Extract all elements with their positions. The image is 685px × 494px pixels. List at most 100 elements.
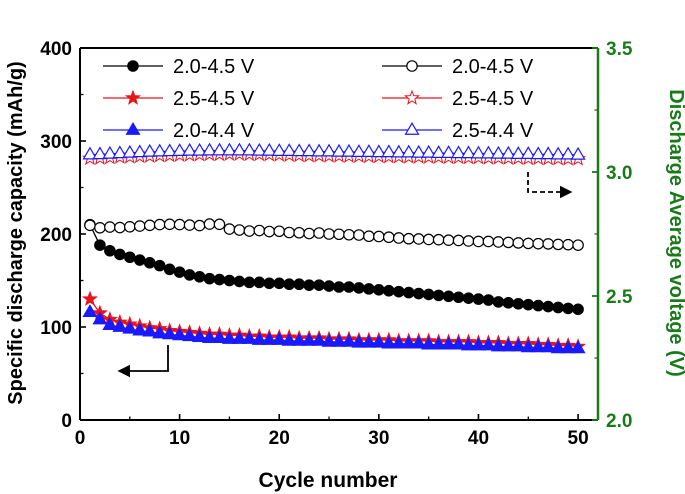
series-1-point xyxy=(303,279,315,291)
series-5-point xyxy=(381,335,397,349)
series-6-point xyxy=(421,144,437,158)
series-1-point xyxy=(502,297,515,309)
series-5-point xyxy=(321,333,337,347)
series-5-point xyxy=(82,304,98,317)
y-tick-label: 100 xyxy=(40,318,72,339)
x-tick-label: 40 xyxy=(468,428,489,449)
arrow-left-annotation xyxy=(117,345,169,378)
series-1-point xyxy=(512,297,525,310)
legend-label: 2.0-4.5 V xyxy=(452,56,534,78)
series-2-point xyxy=(193,219,206,232)
series-6-point xyxy=(82,146,98,160)
series-1-point xyxy=(263,277,276,290)
series-5-point xyxy=(411,335,427,349)
legend-marker xyxy=(406,60,418,72)
legend-entry-6: 2.5-4.4 V xyxy=(382,120,534,142)
x-tick-label: 10 xyxy=(169,428,190,449)
series-1-point xyxy=(223,274,236,287)
series-5-point xyxy=(480,337,496,351)
series-1-point xyxy=(552,301,564,314)
y-tick-label: 200 xyxy=(40,225,72,246)
series-1-point xyxy=(233,275,246,288)
x-tick-label: 0 xyxy=(75,428,86,449)
series-1-point xyxy=(323,280,335,292)
series-6-point xyxy=(460,145,477,159)
series-5-point xyxy=(401,335,417,349)
series-5-point xyxy=(122,320,138,334)
series-1-point xyxy=(402,286,415,299)
series-5-point xyxy=(510,338,526,352)
series-2-point xyxy=(223,223,236,235)
series-6-point xyxy=(500,145,516,159)
series-2-point xyxy=(392,232,405,244)
series-2-point xyxy=(133,220,146,232)
series-1-point xyxy=(163,263,176,276)
series-5-point xyxy=(431,336,447,350)
series-6-point xyxy=(311,143,327,157)
series-1-point xyxy=(472,293,485,305)
legend-label: 2.5-4.5 V xyxy=(173,88,255,110)
series-1-point xyxy=(253,276,266,289)
series-6-point xyxy=(221,142,237,156)
series-2-point xyxy=(542,238,554,250)
series-1-point xyxy=(313,279,325,291)
series-1-point xyxy=(522,298,535,311)
series-2-point xyxy=(163,218,176,231)
series-5-point xyxy=(132,322,148,336)
series-6-point xyxy=(152,143,168,157)
series-6-point xyxy=(281,143,297,156)
series-5-point xyxy=(550,340,566,354)
x-axis-label: Cycle number xyxy=(259,469,398,492)
series-1-point xyxy=(343,281,355,293)
series-2-point xyxy=(373,230,385,243)
series-1-point xyxy=(203,272,216,285)
series-2-point xyxy=(492,236,505,248)
series-1-point xyxy=(452,291,465,304)
series-6-point xyxy=(341,143,357,157)
series-5-point xyxy=(570,340,586,354)
series-1-point xyxy=(173,266,186,278)
series-2-point xyxy=(363,230,375,243)
series-5-point xyxy=(490,338,506,352)
series-5-point xyxy=(231,331,247,344)
series-1-point xyxy=(562,302,574,315)
x-tick-label: 30 xyxy=(368,428,389,449)
series-5-point xyxy=(241,331,257,344)
series-2-point xyxy=(452,234,465,247)
series-1 xyxy=(84,218,584,316)
series-6-point xyxy=(271,143,287,156)
y-tick-label: 300 xyxy=(40,132,72,153)
legend-marker xyxy=(124,89,142,105)
series-5-point xyxy=(371,334,387,348)
legend-entry-2: 2.0-4.5 V xyxy=(382,56,534,78)
series-1-point xyxy=(412,287,425,300)
series-2-point xyxy=(502,236,515,249)
series-1-point xyxy=(462,292,475,304)
series-1-point xyxy=(153,259,166,272)
series-1-point xyxy=(193,270,206,283)
series-5-point xyxy=(182,328,198,342)
series-5-point xyxy=(441,336,457,350)
series-5-point xyxy=(341,333,357,347)
series-6-point xyxy=(102,145,118,159)
series-1-point xyxy=(124,251,136,264)
series-6-point xyxy=(122,144,138,158)
series-2-point xyxy=(84,219,96,232)
series-6-point xyxy=(331,143,347,157)
series-5-point xyxy=(311,332,327,346)
series-2-point xyxy=(412,233,425,245)
y2-tick-label: 2.5 xyxy=(606,287,633,308)
series-5-point xyxy=(152,325,168,339)
legend-marker xyxy=(127,60,139,72)
series-5-point xyxy=(201,330,218,343)
series-6-point xyxy=(451,145,467,159)
series-1-point xyxy=(442,290,455,303)
series-2-point xyxy=(323,228,335,240)
series-6-point xyxy=(321,143,337,157)
series-6 xyxy=(82,142,586,160)
arrow-right-annotation xyxy=(527,172,573,199)
legend-marker xyxy=(404,122,420,135)
series-2-point xyxy=(153,218,166,231)
series-6-point xyxy=(92,146,108,160)
series-5-point xyxy=(221,331,237,344)
